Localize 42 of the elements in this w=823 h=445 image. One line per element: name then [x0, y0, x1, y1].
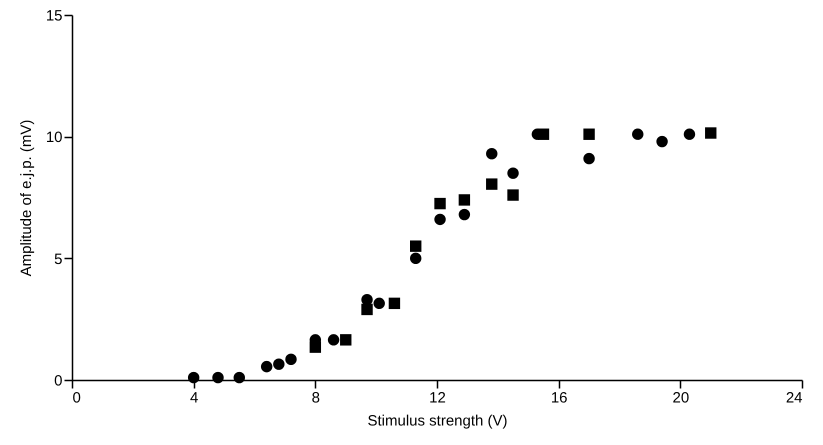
- point: [374, 298, 385, 310]
- point: [705, 127, 716, 139]
- point: [507, 167, 519, 179]
- point: [260, 360, 272, 372]
- point: [583, 152, 595, 164]
- y-tick-label: 0: [54, 372, 62, 390]
- point: [458, 208, 470, 220]
- point: [656, 136, 668, 148]
- point: [361, 304, 373, 316]
- point: [410, 240, 422, 252]
- x-tick-label: 24: [786, 390, 802, 406]
- x-tick-label: 0: [72, 390, 81, 406]
- point: [188, 372, 200, 384]
- point: [507, 189, 519, 201]
- x-tick-label: 20: [672, 390, 690, 406]
- point: [684, 128, 696, 140]
- point: [212, 372, 224, 384]
- point: [486, 178, 498, 190]
- x-tick-label: 4: [190, 390, 198, 406]
- point: [458, 194, 470, 206]
- point: [583, 128, 595, 140]
- x-tick-label: 12: [429, 390, 446, 406]
- point: [340, 334, 352, 346]
- y-tick-label: 15: [46, 8, 62, 24]
- point: [273, 358, 285, 370]
- point: [388, 298, 400, 310]
- point: [486, 148, 498, 160]
- point: [328, 334, 340, 346]
- x-axis-title: Stimulus strength (V): [367, 412, 508, 430]
- point: [434, 214, 446, 226]
- y-tick-label: 5: [54, 250, 62, 268]
- point: [410, 252, 422, 264]
- point: [434, 198, 446, 210]
- point: [538, 128, 550, 140]
- point: [310, 341, 322, 353]
- x-tick-label: 16: [550, 390, 568, 406]
- point: [632, 128, 644, 140]
- point: [234, 372, 245, 384]
- y-axis-title: Amplitude of e.j.p. (mV): [18, 120, 35, 276]
- y-tick-label: 10: [46, 129, 62, 146]
- x-tick-label: 8: [312, 390, 320, 406]
- point: [285, 354, 297, 366]
